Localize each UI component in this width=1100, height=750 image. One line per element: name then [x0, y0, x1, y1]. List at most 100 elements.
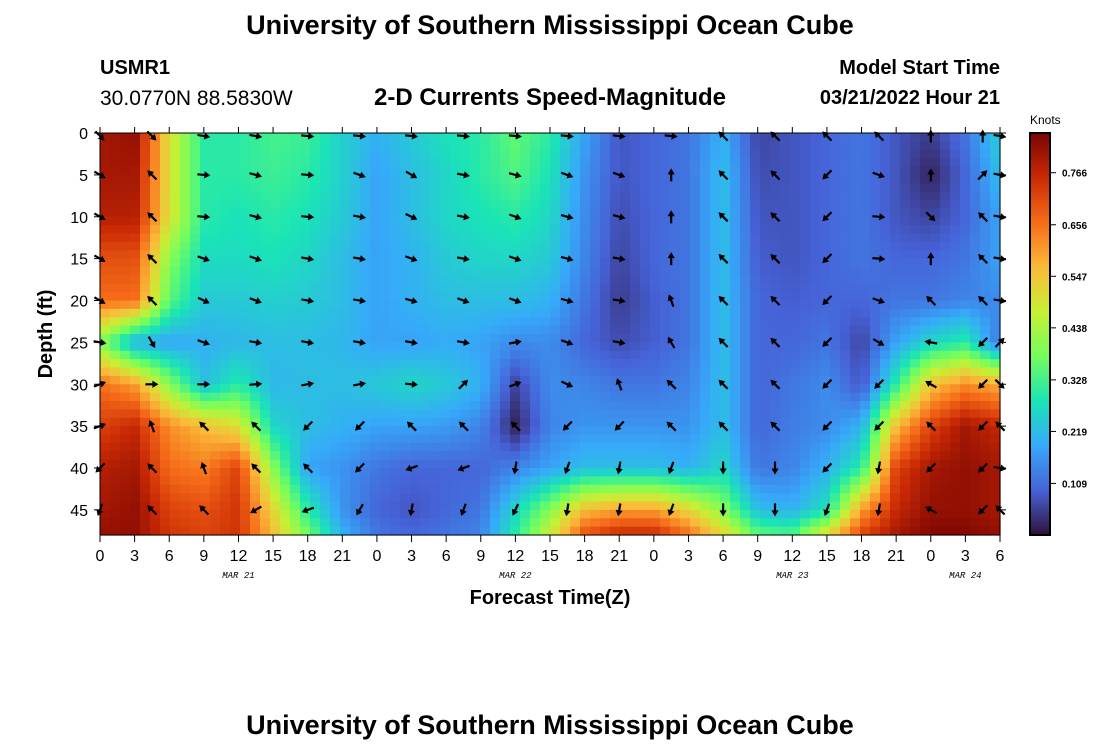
heatmap-cell: [480, 325, 491, 335]
heatmap-cell: [830, 325, 841, 335]
heatmap-cell: [490, 208, 501, 218]
heatmap-cell: [850, 300, 861, 310]
heatmap-cell: [110, 509, 121, 519]
heatmap-cell: [970, 526, 981, 536]
heatmap-cell: [110, 241, 121, 251]
heatmap-cell: [120, 300, 131, 310]
heatmap-cell: [270, 283, 281, 293]
heatmap-cell: [690, 367, 701, 377]
heatmap-cell: [330, 468, 341, 477]
heatmap-cell: [400, 250, 411, 260]
heatmap-cell: [680, 267, 691, 276]
heatmap-cell: [440, 359, 451, 369]
heatmap-cell: [740, 141, 751, 151]
heatmap-cell: [420, 200, 431, 209]
vector-head: [411, 380, 418, 388]
heatmap-cell: [860, 308, 871, 318]
heatmap-cell: [860, 342, 871, 352]
heatmap-cell: [240, 359, 251, 369]
heatmap-cell: [860, 484, 871, 494]
heatmap-cell: [680, 283, 691, 293]
heatmap-cell: [250, 225, 261, 235]
heatmap-cell: [960, 384, 971, 394]
heatmap-cell: [620, 426, 631, 436]
heatmap-cell: [250, 200, 261, 209]
heatmap-cell: [310, 367, 321, 377]
heatmap-cell: [700, 409, 711, 419]
heatmap-cell: [130, 501, 141, 511]
heatmap-cell: [900, 334, 911, 343]
heatmap-cell: [290, 275, 301, 285]
heatmap-cell: [710, 501, 721, 511]
heatmap-cell: [950, 133, 961, 142]
heatmap-cell: [940, 526, 951, 536]
heatmap-cell: [460, 350, 471, 360]
heatmap-cell: [720, 401, 731, 410]
heatmap-cell: [710, 392, 721, 402]
heatmap-cell: [250, 216, 261, 226]
heatmap-cell: [690, 334, 701, 343]
heatmap-cell: [780, 367, 791, 377]
current-vector: [197, 171, 211, 179]
heatmap-cell: [480, 258, 491, 268]
heatmap-cell: [290, 191, 301, 201]
heatmap-cell: [750, 149, 761, 159]
heatmap-cell: [940, 409, 951, 419]
heatmap-cell: [410, 493, 421, 503]
heatmap-cell: [350, 292, 361, 302]
vector-head: [770, 337, 778, 345]
vector-head: [410, 255, 418, 263]
heatmap-cell: [480, 401, 491, 410]
heatmap-cell: [870, 526, 881, 536]
heatmap-cell: [830, 459, 841, 469]
heatmap-cell: [480, 233, 491, 243]
heatmap-cell: [760, 141, 771, 151]
heatmap-cell: [880, 493, 891, 503]
current-vector: [301, 506, 315, 514]
heatmap-cell: [990, 233, 1001, 243]
heatmap-cell: [200, 300, 211, 310]
heatmap-cell: [260, 426, 271, 436]
heatmap-cell: [550, 434, 561, 444]
heatmap-cell: [320, 216, 331, 226]
heatmap-cell: [400, 451, 411, 461]
heatmap-cell: [570, 133, 581, 142]
heatmap-cell: [160, 459, 171, 469]
heatmap-cell: [610, 476, 621, 486]
heatmap-cell: [180, 133, 191, 142]
heatmap-cell: [240, 375, 251, 385]
vector-head: [771, 468, 779, 475]
heatmap-cell: [440, 342, 451, 352]
heatmap-cell: [460, 476, 471, 486]
heatmap-cell: [300, 375, 311, 385]
heatmap-cell: [690, 468, 701, 477]
heatmap-cell: [380, 216, 391, 226]
heatmap-cell: [990, 518, 1001, 528]
heatmap-cell: [710, 417, 721, 427]
heatmap-cell: [150, 409, 161, 419]
heatmap-cell: [480, 250, 491, 260]
heatmap-cell: [770, 442, 781, 452]
heatmap-cell: [100, 401, 111, 410]
heatmap-cell: [580, 317, 591, 327]
heatmap-cell: [560, 216, 571, 226]
heatmap-cell: [380, 334, 391, 343]
heatmap-cell: [220, 518, 231, 528]
heatmap-cell: [530, 392, 541, 402]
heatmap-cell: [910, 442, 921, 452]
heatmap-cell: [930, 133, 941, 142]
heatmap-cell: [440, 526, 451, 536]
heatmap-cell: [390, 325, 401, 335]
heatmap-cell: [820, 342, 831, 352]
heatmap-cell: [180, 283, 191, 293]
heatmap-cell: [240, 317, 251, 327]
heatmap-cell: [250, 518, 261, 528]
heatmap-cell: [600, 526, 611, 536]
heatmap-cell: [650, 208, 661, 218]
heatmap-cell: [920, 166, 931, 176]
vector-head: [614, 423, 622, 431]
heatmap-cell: [460, 367, 471, 377]
heatmap-cell: [120, 250, 131, 260]
heatmap-cell: [450, 275, 461, 285]
heatmap-cell: [410, 476, 421, 486]
